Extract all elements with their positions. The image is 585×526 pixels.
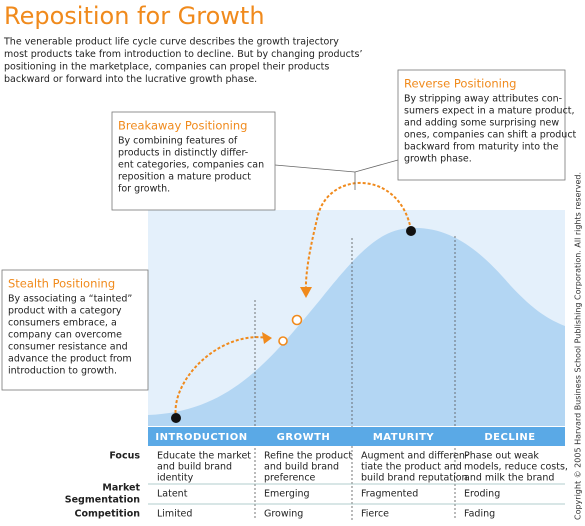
stage-label: DECLINE (484, 432, 535, 443)
arrows (174, 182, 412, 419)
dot (406, 226, 416, 236)
callout-line: company can overcome (8, 330, 122, 341)
row-label: Focus (109, 451, 140, 462)
cell-line: Fragmented (361, 489, 418, 500)
stage-bar (148, 427, 565, 446)
callout-line: consumer resistance and (8, 342, 128, 353)
callout-line: for growth. (118, 184, 170, 195)
callout-line: sumers expect in a mature product, (404, 106, 575, 117)
cell-line: Educate the market (157, 451, 251, 462)
cell-line: Augment and differen- (361, 451, 468, 462)
intro-line: backward or forward into the lucrative g… (4, 74, 257, 85)
rings (278, 314, 303, 346)
stage-label: MATURITY (373, 432, 435, 443)
stage-label: INTRODUCTION (155, 432, 247, 443)
callout-title: Stealth Positioning (8, 277, 115, 291)
cell-line: Refine the product (264, 451, 352, 462)
dot (171, 413, 181, 423)
intro-line: The venerable product life cycle curve d… (3, 37, 339, 48)
row-separators (148, 483, 565, 505)
callout-title: Breakaway Positioning (118, 119, 247, 133)
cell-line: and milk the brand (464, 473, 554, 484)
cell-line: tiate the product and (361, 462, 462, 473)
cell-line: models, reduce costs, (464, 462, 568, 473)
life-cycle-curve (148, 227, 565, 426)
arrowheads (262, 287, 312, 344)
cell-line: Eroding (464, 489, 500, 500)
cell-line: and build brand (264, 462, 339, 473)
stage-dividers (254, 236, 456, 520)
cell-line: preference (264, 473, 316, 484)
row-label: Competition (74, 509, 140, 520)
cell-line: and build brand (157, 462, 232, 473)
callout-line: reposition a mature product (118, 172, 251, 183)
intro-line: most products take from introduction to … (4, 49, 363, 60)
cell-line: Limited (157, 509, 192, 520)
row-label: Market (102, 483, 140, 494)
cell-line: Emerging (264, 489, 310, 500)
stage-label: GROWTH (277, 432, 331, 443)
callout-line: products in distinctly differ- (118, 148, 248, 159)
connectors (274, 159, 399, 190)
callout-line: backward from maturity into the (404, 142, 559, 153)
callout-line: and adding some surprising new (404, 118, 559, 129)
cell-line: Latent (157, 489, 188, 500)
callout-line: advance the product from (8, 354, 132, 365)
callout-line: introduction to growth. (8, 366, 117, 377)
title: Reposition for Growth (4, 2, 265, 30)
callout-line: consumers embrace, a (8, 318, 117, 329)
cell-line: Phase out weak (464, 451, 539, 462)
cell-line: Fading (464, 509, 495, 520)
row-label: Segmentation (65, 495, 140, 506)
callout-line: By associating a “tainted” (8, 294, 132, 305)
cell-line: Growing (264, 509, 303, 520)
cell-line: identity (157, 473, 194, 484)
callout-line: growth phase. (404, 154, 472, 165)
callout-title: Reverse Positioning (404, 77, 516, 91)
copyright: Copyright © 2005 Harvard Business School… (574, 172, 583, 520)
cell-line: Fierce (361, 509, 389, 520)
intro-line: positioning in the marketplace, companie… (4, 62, 329, 73)
callout-line: ent categories, companies can (118, 160, 264, 171)
cell-line: build brand reputation (361, 473, 468, 484)
callout-line: By stripping away attributes con- (404, 94, 562, 105)
callout-line: product with a category (8, 306, 122, 317)
callout-line: ones, companies can shift a product (404, 130, 577, 141)
callout-boxes (1, 69, 566, 391)
callout-line: By combining features of (118, 136, 238, 147)
